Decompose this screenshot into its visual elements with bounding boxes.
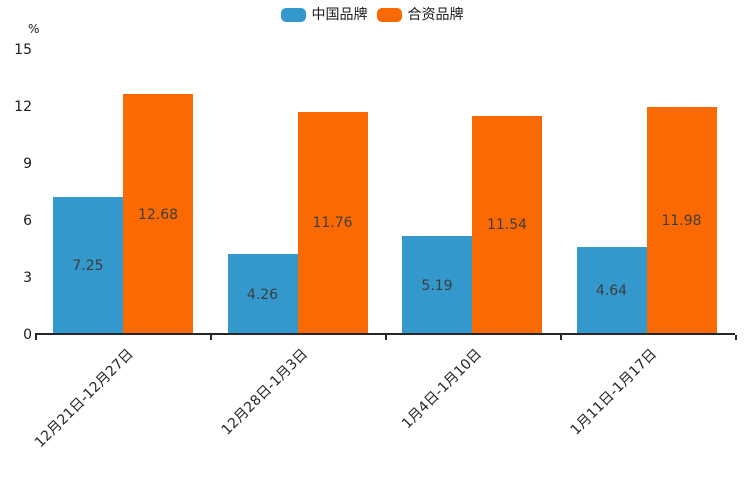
legend-label-joint-venture-brand: 合资品牌	[407, 7, 464, 23]
bar-value-label: 7.25	[72, 258, 104, 275]
bar-joint-venture-brand	[646, 107, 717, 335]
x-axis-tick	[385, 335, 387, 340]
bar-china-brand	[53, 197, 123, 335]
bar-value-label: 11.76	[312, 215, 353, 232]
bar-value-label: 11.98	[661, 213, 702, 230]
x-axis-line	[35, 333, 735, 335]
legend-item-china-brand: 中国品牌	[280, 7, 368, 23]
bar-joint-venture-brand	[123, 94, 193, 335]
y-tick-label: 0	[23, 327, 32, 343]
bar-value-label: 4.64	[595, 282, 628, 299]
bar-joint-venture-brand	[472, 115, 542, 335]
x-axis-tick	[560, 335, 562, 340]
y-axis-unit-label: %	[28, 22, 40, 36]
legend-swatch-china-brand	[280, 8, 306, 22]
y-tick-label: 6	[23, 213, 32, 229]
legend-label-china-brand: 中国品牌	[311, 7, 368, 23]
bar-china-brand	[576, 246, 647, 335]
legend-item-joint-venture-brand: 合资品牌	[376, 7, 464, 23]
x-axis-tick	[210, 335, 212, 340]
y-tick-label: 9	[23, 156, 32, 172]
bar-value-label: 5.19	[421, 277, 453, 294]
legend: 中国品牌 合资品牌	[0, 8, 744, 22]
x-axis-tick	[735, 335, 737, 340]
bar-china-brand	[402, 236, 472, 335]
y-tick-label: 3	[23, 270, 32, 286]
bar-value-label: 11.54	[486, 217, 528, 234]
bar-china-brand	[227, 254, 298, 335]
bar-value-label: 4.26	[246, 286, 279, 303]
bar-joint-venture-brand	[297, 111, 368, 335]
x-axis-tick	[35, 335, 37, 340]
y-tick-label: 12	[14, 99, 32, 115]
y-tick-label: 15	[14, 42, 32, 58]
legend-swatch-joint-venture-brand	[376, 8, 402, 22]
bar-value-label: 12.68	[137, 206, 179, 223]
